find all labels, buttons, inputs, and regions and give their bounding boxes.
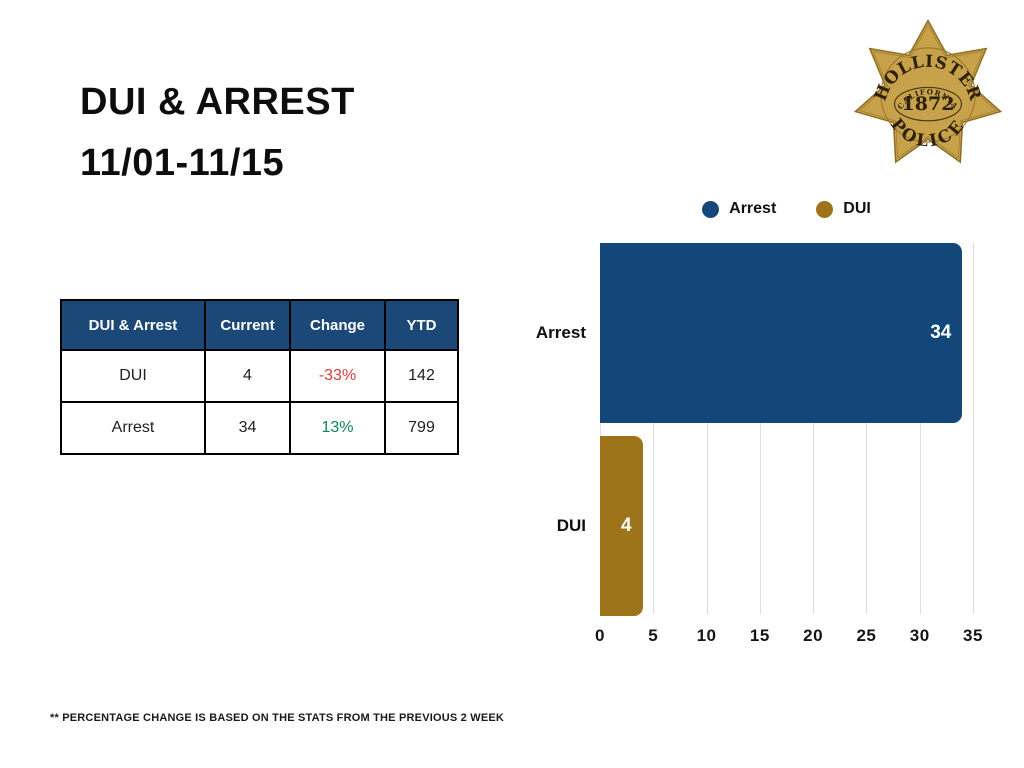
change-value: 13%: [289, 401, 386, 455]
header-category: DUI & Arrest: [60, 299, 206, 351]
header-current: Current: [204, 299, 291, 351]
row-label: DUI: [60, 349, 206, 403]
gridline: [919, 243, 921, 614]
legend-dot-icon: [816, 200, 834, 218]
stats-table: DUI & Arrest Current Change YTD DUI 4 -3…: [60, 299, 459, 455]
legend-item: DUI: [816, 200, 871, 218]
gridline: [600, 243, 601, 614]
badge-star-engraving: [859, 24, 997, 159]
table-header-row: DUI & Arrest Current Change YTD: [60, 299, 459, 351]
row-label: Arrest: [60, 401, 206, 455]
change-value: -33%: [289, 349, 386, 403]
plot-area: 0 5 10 15 20 25 30 35 34 Arrest 4 DUI: [536, 243, 982, 645]
gridline: [973, 243, 974, 614]
bar-value-label: 4: [621, 515, 632, 536]
gridline: [866, 243, 868, 614]
legend-dot-icon: [702, 200, 720, 218]
x-tick-label: 0: [595, 626, 605, 645]
gridline: [653, 243, 655, 614]
table-row-arrest: Arrest 34 13% 799: [60, 401, 459, 455]
header-ytd: YTD: [384, 299, 459, 351]
category-label: DUI: [556, 516, 586, 535]
police-badge: HOLLISTER CALIFORNIA 1872 POLICE: [852, 16, 1004, 174]
title-line-1: DUI & ARREST: [80, 81, 355, 123]
current-value: 4: [204, 349, 291, 403]
x-tick-label: 35: [963, 626, 983, 645]
x-tick-label: 5: [648, 626, 659, 645]
badge-inner-ring: [880, 47, 976, 143]
gridline: [706, 243, 708, 614]
x-tick-label: 15: [749, 626, 770, 645]
bar-value-label: 34: [930, 322, 952, 343]
table-row-dui: DUI 4 -33% 142: [60, 349, 459, 403]
x-tick-label: 10: [696, 626, 717, 645]
ytd-value: 799: [384, 401, 459, 455]
footnote: ** PERCENTAGE CHANGE IS BASED ON THE STA…: [50, 712, 505, 724]
bar-chart: 0 5 10 15 20 25 30 35 34 Arrest 4 DUI: [536, 243, 982, 645]
page-title: DUI & ARREST 11/01-11/15: [80, 72, 355, 194]
badge-star-shape: [853, 18, 1003, 164]
current-value: 34: [204, 401, 291, 455]
gridline: [813, 243, 815, 614]
gridline: [759, 243, 761, 614]
bar-arrest: 34: [600, 243, 963, 423]
x-tick-label: 30: [909, 626, 930, 645]
header-change: Change: [289, 299, 386, 351]
legend-label: Arrest: [729, 200, 777, 217]
badge-star-icon: HOLLISTER CALIFORNIA 1872 POLICE: [853, 18, 1003, 164]
chart-legend: Arrest DUI: [600, 200, 973, 218]
x-tick-label: 25: [856, 626, 877, 645]
title-line-2: 11/01-11/15: [80, 142, 285, 184]
category-label: Arrest: [535, 323, 586, 342]
badge-center-oval: [893, 86, 963, 122]
ytd-value: 142: [384, 349, 459, 403]
x-tick-label: 20: [803, 626, 824, 645]
badge-year-text: 1872: [902, 93, 955, 115]
legend-item: Arrest: [702, 200, 776, 218]
bar-dui: 4: [600, 436, 643, 616]
legend-label: DUI: [843, 200, 871, 217]
